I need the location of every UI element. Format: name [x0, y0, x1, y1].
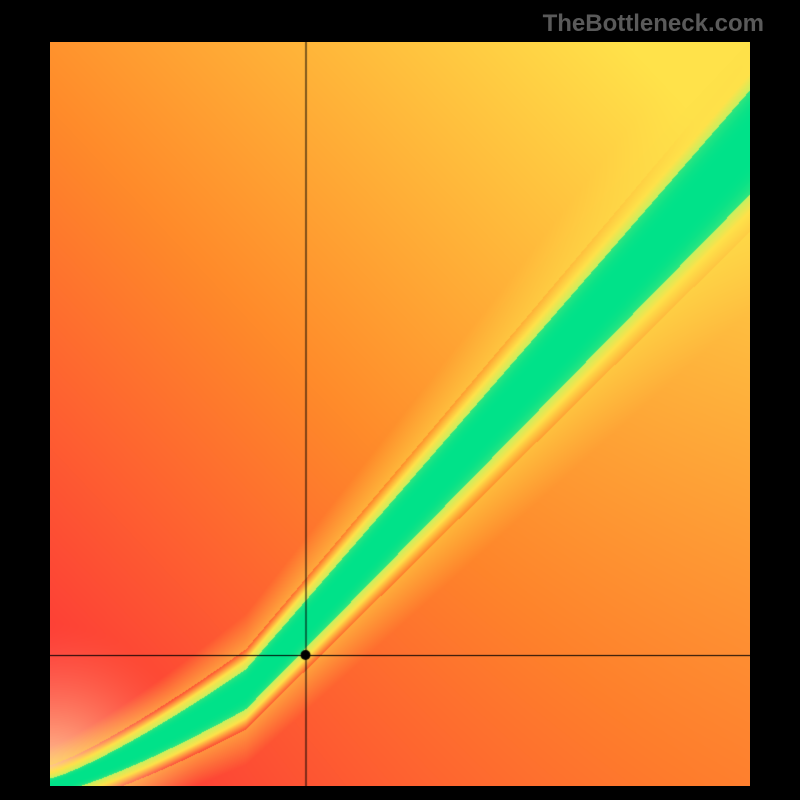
chart-container: TheBottleneck.com [0, 0, 800, 800]
bottleneck-heatmap [50, 42, 750, 786]
watermark-text: TheBottleneck.com [543, 10, 764, 38]
